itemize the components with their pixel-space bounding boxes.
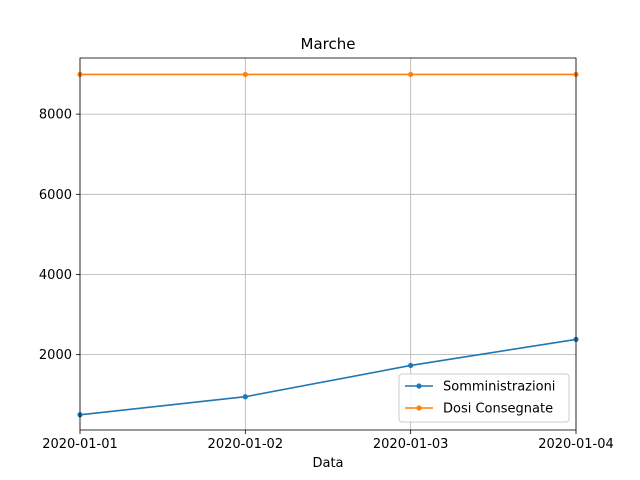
legend: Somministrazioni Dosi Consegnate	[398, 373, 570, 423]
x-tick-label: 2020-01-04	[538, 437, 614, 452]
data-point	[408, 362, 414, 369]
y-axis-ticks: 2000 4000 6000 8000	[39, 108, 80, 363]
legend-marker	[416, 405, 422, 411]
y-tick-label: 6000	[39, 188, 72, 203]
series-line-0	[79, 338, 577, 416]
plot-area-frame	[79, 57, 577, 431]
data-point	[242, 394, 248, 400]
y-tick-label: 8000	[39, 108, 72, 123]
data-point	[408, 71, 414, 78]
legend-box	[398, 373, 570, 423]
x-tick-label: 2020-01-02	[208, 437, 284, 452]
legend-marker	[416, 383, 422, 389]
chart-title: Marche	[301, 35, 356, 53]
legend-label: Somministrazioni	[443, 380, 555, 395]
legend-label: Dosi Consegnate	[443, 402, 553, 417]
x-tick-label: 2020-01-03	[373, 437, 449, 452]
x-tick-label: 2020-01-01	[42, 437, 118, 452]
y-tick-label: 2000	[39, 348, 72, 363]
series-lines	[77, 71, 579, 418]
y-tick-label: 4000	[39, 268, 72, 283]
x-axis-label: Data	[312, 456, 343, 471]
data-point	[242, 71, 248, 78]
x-axis-ticks: 2020-01-01 2020-01-02 2020-01-03 2020-01-04	[42, 430, 614, 452]
